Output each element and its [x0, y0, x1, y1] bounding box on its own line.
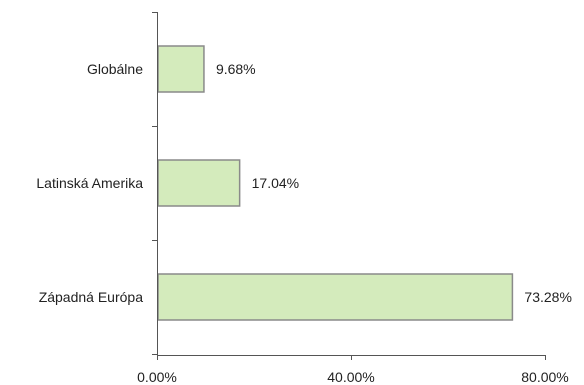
- x-tick-label: 80.00%: [521, 369, 568, 385]
- data-label: 73.28%: [524, 289, 571, 305]
- bar: [157, 159, 241, 207]
- bar: [157, 273, 514, 321]
- category-label: Latinská Amerika: [36, 175, 143, 191]
- category-label: Globálne: [87, 61, 143, 77]
- data-label: 9.68%: [216, 61, 256, 77]
- x-tick-label: 0.00%: [137, 369, 177, 385]
- bar: [157, 45, 205, 93]
- data-label: 17.04%: [252, 175, 299, 191]
- x-tick-label: 40.00%: [327, 369, 374, 385]
- category-label: Západná Európa: [39, 289, 144, 305]
